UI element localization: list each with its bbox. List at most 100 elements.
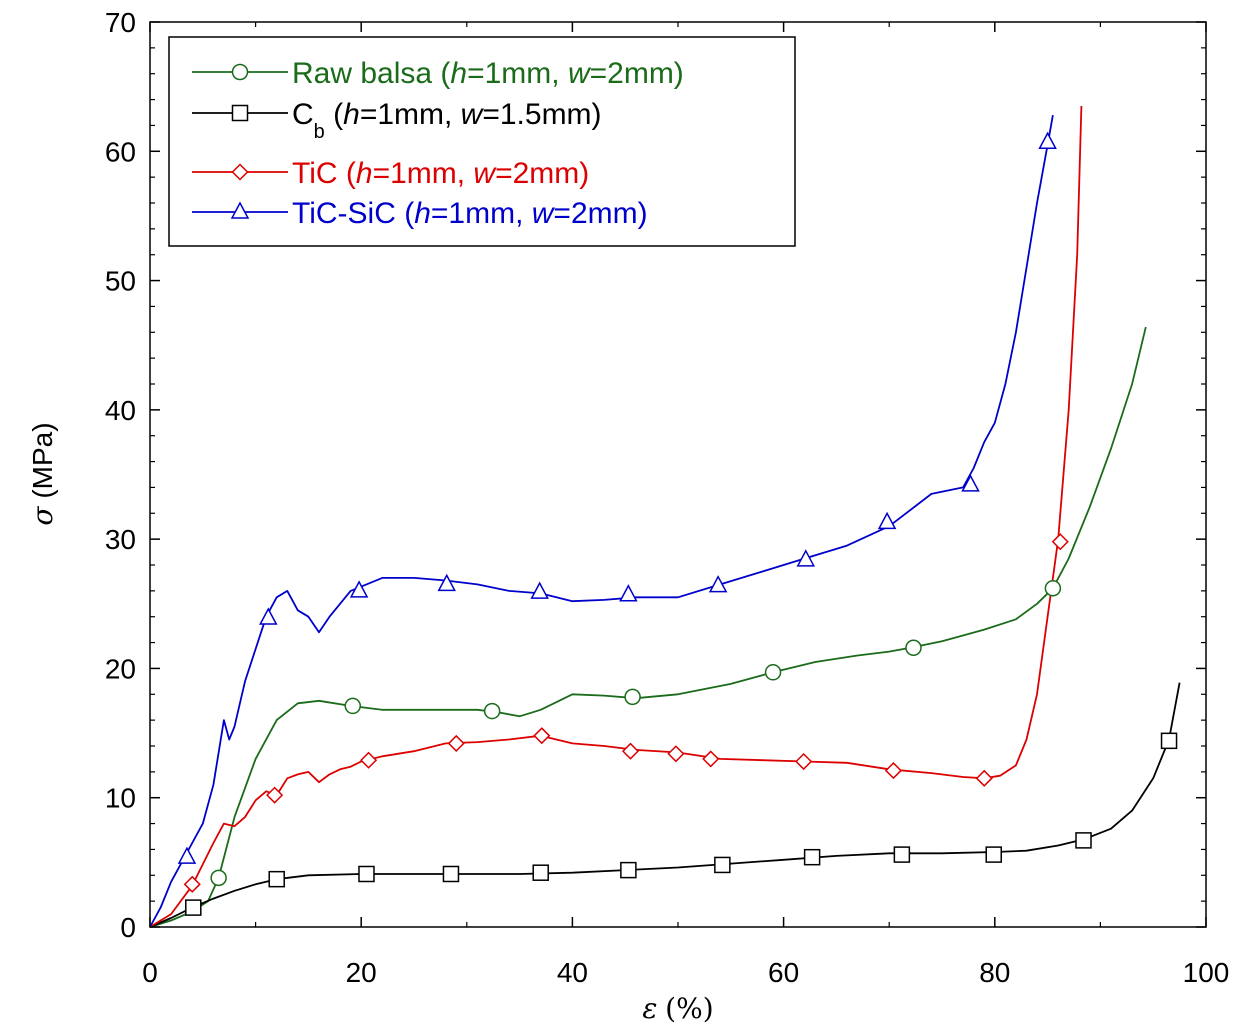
series-marker-triangle — [877, 511, 897, 530]
legend-cb-sub: b — [314, 121, 325, 143]
x-tick-label: 40 — [557, 957, 588, 988]
y-tick-label: 0 — [120, 912, 136, 943]
y-tick-label: 20 — [105, 653, 136, 684]
legend-ticsic-w: w — [532, 197, 556, 230]
series-marker-diamond — [884, 762, 902, 780]
series-line-triangle — [149, 114, 1054, 928]
legend-label-tic-sic: TiC-SiC (h=1mm, w=2mm) — [292, 197, 648, 230]
series-marker-diamond — [360, 751, 378, 769]
legend-raw-wval: =2mm) — [590, 57, 684, 90]
x-tick-label: 20 — [346, 957, 377, 988]
series-marker-circle — [483, 702, 501, 720]
series-marker-circle — [624, 688, 641, 706]
legend-cb-wval: =1.5mm) — [482, 98, 601, 131]
series-marker-diamond — [667, 745, 685, 763]
series-marker-square — [803, 848, 821, 866]
series-marker-square — [442, 865, 460, 883]
y-tick-label: 30 — [105, 524, 136, 555]
y-tick-labels: 0 10 20 30 40 50 60 70 — [105, 7, 136, 943]
tick-layer — [149, 21, 1207, 928]
legend-raw-hval: =1mm, — [467, 57, 568, 90]
y-tick-label: 10 — [105, 783, 136, 814]
y-tick-label: 60 — [105, 136, 136, 167]
legend-raw-h: h — [450, 57, 467, 90]
legend-cb-hval: =1mm, — [360, 98, 461, 131]
series-marker-diamond — [621, 742, 640, 760]
series-marker-triangle — [437, 573, 456, 592]
series-marker-diamond — [533, 727, 551, 745]
legend-cb-h: h — [343, 98, 360, 131]
series-marker-triangle — [259, 607, 278, 625]
legend-key-marker-diamond — [231, 163, 249, 181]
x-tick-label: 60 — [768, 957, 799, 988]
legend-ticsic-prefix: TiC-SiC ( — [292, 197, 414, 230]
legend-cb-prefix: C — [292, 98, 314, 131]
series-marker-square — [185, 899, 202, 916]
series-line-diamond — [149, 105, 1083, 928]
series-marker-diamond — [795, 752, 813, 771]
series-marker-diamond — [266, 786, 284, 804]
series-marker-square — [985, 846, 1002, 863]
series-marker-circle — [905, 639, 922, 656]
marker-layer — [177, 131, 1178, 916]
legend-keys — [192, 63, 288, 219]
y-axis-unit: (MPa) — [27, 422, 58, 498]
legend-tic-prefix: TiC ( — [292, 157, 356, 190]
x-tick-label: 0 — [142, 957, 158, 988]
series-marker-triangle — [1038, 131, 1057, 149]
legend-key-marker-triangle — [230, 201, 250, 219]
legend-key-marker-circle — [231, 63, 249, 81]
legend-raw-w: w — [568, 57, 592, 90]
legend-tic-w: w — [473, 157, 497, 190]
legend: Raw balsa (h=1mm, w=2mm) Cb (h=1mm, w=1.… — [168, 36, 796, 247]
series-marker-square — [268, 870, 285, 888]
legend-key-marker-square — [231, 104, 249, 122]
legend-label-cb: Cb (h=1mm, w=1.5mm) — [292, 98, 602, 143]
series-marker-diamond — [975, 769, 993, 787]
legend-tic-h: h — [356, 157, 373, 190]
series-line-circle — [149, 326, 1147, 928]
series-marker-triangle — [177, 846, 197, 864]
y-tick-label: 40 — [105, 395, 136, 426]
x-tick-label: 80 — [979, 957, 1010, 988]
series-marker-square — [1160, 732, 1178, 750]
series-marker-square — [532, 864, 549, 881]
y-axis-label: σ (MPa) — [26, 422, 59, 525]
x-tick-labels: 0 20 40 60 80 100 — [142, 957, 1229, 988]
legend-label-tic: TiC (h=1mm, w=2mm) — [292, 157, 589, 190]
series-marker-diamond — [702, 750, 720, 768]
legend-raw-prefix: Raw balsa ( — [292, 57, 450, 90]
series-marker-triangle — [961, 474, 980, 492]
legend-tic-wval: =2mm) — [495, 157, 589, 190]
series-marker-diamond — [183, 875, 201, 893]
series-marker-triangle — [530, 581, 549, 599]
legend-ticsic-h: h — [414, 197, 431, 230]
series-layer — [149, 105, 1181, 928]
series-marker-circle — [1044, 580, 1062, 597]
series-marker-square — [620, 861, 637, 879]
legend-cb-w: w — [461, 98, 485, 131]
legend-cb-mid: ( — [325, 98, 343, 131]
series-marker-circle — [210, 869, 227, 887]
series-marker-square — [714, 856, 731, 874]
x-axis-unit: (%) — [665, 992, 713, 1025]
legend-tic-hval: =1mm, — [373, 157, 474, 190]
series-marker-triangle — [349, 580, 369, 598]
series-marker-circle — [344, 697, 362, 715]
x-tick-label: 100 — [1183, 957, 1230, 988]
x-axis-label: ε (%) — [642, 992, 713, 1025]
series-marker-square — [358, 865, 375, 883]
series-marker-square — [893, 846, 911, 863]
y-tick-label: 50 — [105, 266, 136, 297]
y-axis-symbol: σ — [26, 506, 59, 526]
legend-ticsic-wval: =2mm) — [553, 197, 647, 230]
series-marker-circle — [764, 664, 782, 681]
x-axis-symbol: ε — [642, 992, 657, 1025]
series-marker-triangle — [708, 575, 728, 593]
series-marker-diamond — [1051, 533, 1069, 551]
legend-label-raw-balsa: Raw balsa (h=1mm, w=2mm) — [292, 57, 684, 90]
y-tick-label: 70 — [105, 7, 136, 38]
series-marker-square — [1075, 832, 1092, 849]
series-marker-triangle — [796, 549, 816, 567]
